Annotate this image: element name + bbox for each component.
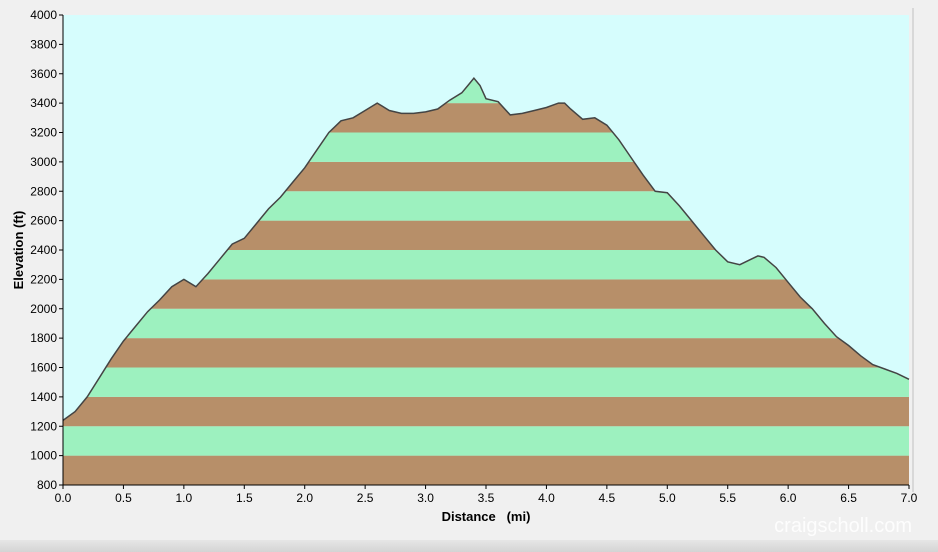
x-tick-label: 3.5 (478, 491, 495, 505)
y-axis-title: Elevation (ft) (11, 211, 26, 290)
elevation-band (63, 338, 909, 368)
elevation-band (63, 308, 909, 339)
x-tick-label: 7.0 (901, 491, 918, 505)
x-tick-label: 3.0 (417, 491, 434, 505)
x-tick-label: 5.0 (659, 491, 676, 505)
y-tick-label: 2200 (30, 272, 57, 286)
y-tick-label: 800 (37, 478, 57, 492)
x-tick-label: 4.0 (538, 491, 555, 505)
x-tick-label: 0.5 (115, 491, 132, 505)
window-bottom-edge (0, 540, 938, 552)
y-axis-ticks: 800 1000 1200 1400 1600 1800 2000 2200 2400 2600 2… (30, 8, 63, 492)
y-tick-label: 2600 (30, 214, 57, 228)
x-tick-label: 1.5 (236, 491, 253, 505)
x-tick-label: 2.5 (357, 491, 374, 505)
y-tick-label: 2000 (30, 302, 57, 316)
y-tick-label: 1200 (30, 419, 57, 433)
x-tick-label: 4.5 (599, 491, 616, 505)
elevation-band (63, 455, 909, 485)
elevation-band (63, 279, 909, 309)
y-tick-label: 2800 (30, 184, 57, 198)
y-tick-label: 1000 (30, 449, 57, 463)
watermark: craigscholl.com (774, 515, 912, 537)
x-axis-ticks: 0.0 0.5 1.0 1.5 2.0 2.5 3.0 3.5 4.0 4.5 5.0 5.5 6.0 6… (55, 485, 918, 505)
elevation-profile-line (62, 77, 910, 422)
x-tick-label: 2.0 (296, 491, 313, 505)
y-tick-label: 1800 (30, 331, 57, 345)
y-tick-label: 1600 (30, 361, 57, 375)
y-tick-label: 3000 (30, 155, 57, 169)
x-tick-label: 6.5 (840, 491, 857, 505)
elevation-band (63, 396, 909, 427)
y-tick-label: 2400 (30, 243, 57, 257)
y-tick-label: 3600 (30, 67, 57, 81)
x-tick-label: 6.0 (780, 491, 797, 505)
x-axis-title: Distance (mi) (442, 509, 531, 524)
y-tick-label: 4000 (30, 8, 57, 22)
y-tick-label: 3200 (30, 126, 57, 140)
x-tick-label: 1.0 (176, 491, 193, 505)
elevation-band (63, 426, 909, 456)
elevation-band (63, 367, 909, 397)
x-tick-label: 5.5 (719, 491, 736, 505)
y-tick-label: 3800 (30, 37, 57, 51)
y-tick-label: 1400 (30, 390, 57, 404)
x-tick-label: 0.0 (55, 491, 72, 505)
y-tick-label: 3400 (30, 96, 57, 110)
